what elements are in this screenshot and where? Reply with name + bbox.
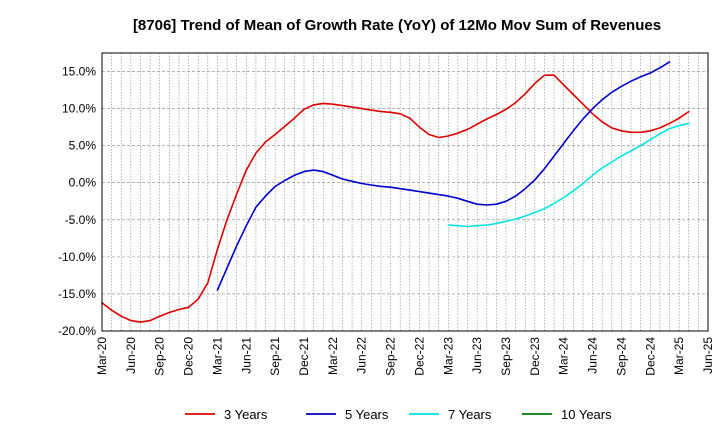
x-tick-label: Jun-21 (239, 337, 253, 374)
x-tick-label: Sep-22 (384, 337, 398, 376)
legend-label-10-years: 10 Years (561, 407, 612, 422)
legend-label-5-years: 5 Years (345, 407, 389, 422)
x-tick-label: Sep-20 (153, 337, 167, 376)
y-axis-tick-labels: 15.0% 10.0% 5.0% 0.0% -5.0% -10.0% -15.0% -20.0… (58, 65, 96, 338)
x-tick-label: Jun-22 (355, 337, 369, 374)
y-tick-label: 15.0% (62, 65, 96, 79)
x-tick-label: Mar-24 (557, 337, 571, 375)
x-tick-label: Jun-24 (586, 337, 600, 374)
x-tick-label: Dec-24 (643, 337, 657, 376)
y-tick-label: -10.0% (58, 250, 96, 264)
x-tick-label: Sep-24 (614, 337, 628, 376)
plot-frame (101, 52, 709, 332)
x-tick-label: Jun-20 (124, 337, 138, 374)
x-tick-label: Mar-25 (672, 337, 686, 375)
x-tick-label: Dec-21 (297, 337, 311, 376)
x-tick-label: Mar-23 (441, 337, 455, 375)
x-tick-label: Dec-23 (528, 337, 542, 376)
series-line-3-years (101, 74, 690, 323)
x-tick-label: Dec-20 (182, 337, 196, 376)
series-line-5-years (216, 61, 671, 292)
y-tick-label: -20.0% (58, 324, 96, 338)
x-tick-label: Sep-21 (268, 337, 282, 376)
x-tick-label: Jun-23 (470, 337, 484, 374)
x-tick-label: Mar-20 (95, 337, 109, 375)
y-tick-label: 0.0% (69, 176, 97, 190)
legend-label-3-years: 3 Years (224, 407, 268, 422)
x-axis-tick-labels: Mar-20 Jun-20 Sep-20 Dec-20 Mar-21 Jun-21 Sep-… (95, 337, 715, 376)
series-lines (101, 61, 690, 323)
x-tick-label: Dec-22 (412, 337, 426, 376)
x-tick-label: Jun-25 (701, 337, 715, 374)
grid (102, 53, 708, 332)
y-tick-label: -15.0% (58, 287, 96, 301)
x-tick-label: Mar-22 (326, 337, 340, 375)
legend: 3 Years 5 Years 7 Years 10 Years (185, 407, 612, 422)
legend-label-7-years: 7 Years (448, 407, 492, 422)
x-tick-label: Sep-23 (499, 337, 513, 376)
x-tick-label: Mar-21 (210, 337, 224, 375)
y-tick-label: 5.0% (69, 139, 97, 153)
y-tick-label: -5.0% (65, 213, 97, 227)
plot-area (102, 53, 708, 331)
series-line-7-years (447, 122, 690, 228)
y-tick-label: 10.0% (62, 102, 96, 116)
chart-title: [8706] Trend of Mean of Growth Rate (YoY… (133, 17, 661, 34)
